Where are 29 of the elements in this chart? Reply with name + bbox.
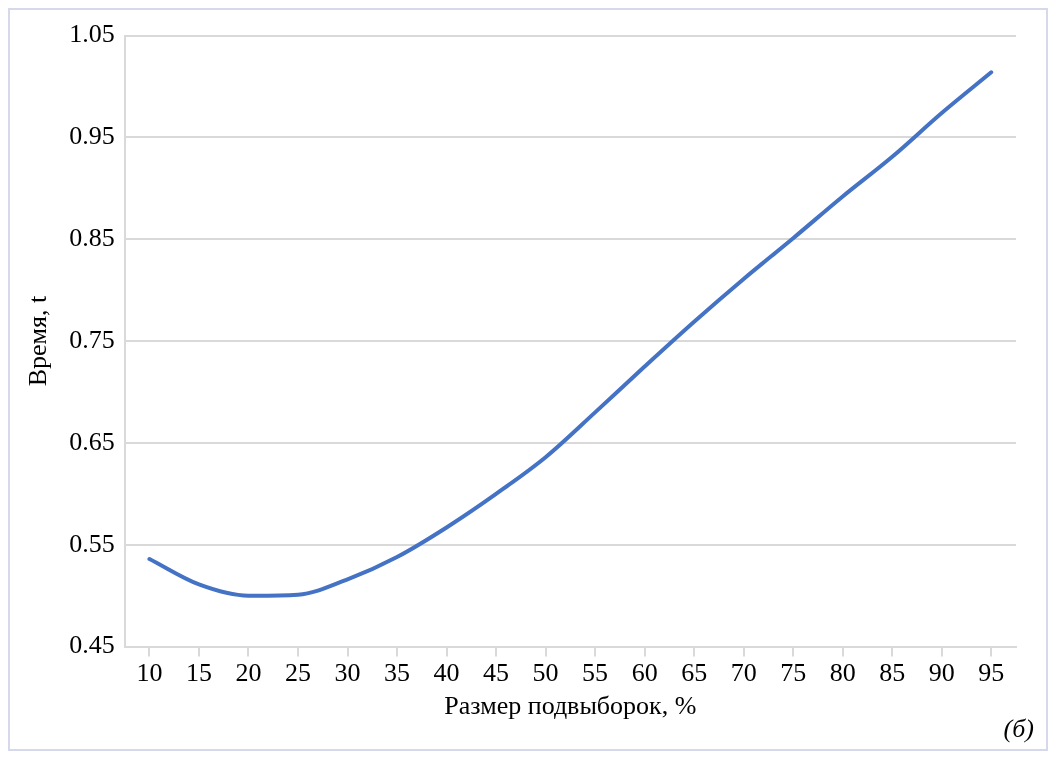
x-tick-label: 60 xyxy=(631,658,658,688)
x-axis-title: Размер подвыборок, % xyxy=(444,691,697,721)
y-tick-label: 0.65 xyxy=(69,426,115,456)
x-tick-label: 15 xyxy=(185,658,212,688)
x-tick-label: 40 xyxy=(433,658,460,688)
x-tick-label: 85 xyxy=(879,658,906,688)
x-tick-label: 65 xyxy=(681,658,708,688)
x-tick-label: 70 xyxy=(730,658,757,688)
x-tick-label: 30 xyxy=(334,658,361,688)
y-tick-label: 0.85 xyxy=(69,223,115,253)
x-tick-label: 45 xyxy=(483,658,510,688)
y-tick-label: 0.75 xyxy=(69,324,115,354)
x-tick-label: 35 xyxy=(384,658,411,688)
y-tick-label: 0.95 xyxy=(69,121,115,151)
y-tick-label: 0.55 xyxy=(69,528,115,558)
y-axis-title: Время, t xyxy=(23,295,53,387)
x-tick-label: 25 xyxy=(285,658,312,688)
x-tick-label: 80 xyxy=(829,658,856,688)
y-tick-label: 1.05 xyxy=(69,19,115,49)
x-tick-label: 55 xyxy=(582,658,609,688)
x-tick-label: 95 xyxy=(978,658,1005,688)
y-tick-label: 0.45 xyxy=(69,630,115,660)
x-tick-label: 20 xyxy=(235,658,262,688)
text: (б) xyxy=(1003,713,1034,743)
line-series xyxy=(147,70,994,598)
x-tick-label: 10 xyxy=(136,658,163,688)
x-tick-label: 50 xyxy=(532,658,559,688)
x-tick-label: 75 xyxy=(780,658,807,688)
x-tick-label: 90 xyxy=(928,658,955,688)
